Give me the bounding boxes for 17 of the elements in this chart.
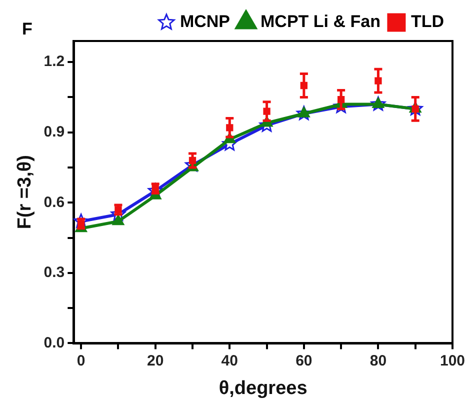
legend-label: MCPT Li & Fan <box>260 12 380 32</box>
legend-label: MCNP <box>180 12 230 32</box>
y-tick-label: 1.2 <box>44 53 65 70</box>
x-tick-label: 20 <box>147 352 164 370</box>
x-tick-label: 0 <box>76 352 86 370</box>
y-tick-label: 0.9 <box>44 124 65 141</box>
x-tick-label: 60 <box>296 352 312 370</box>
legend-label: TLD <box>410 12 444 32</box>
x-tick-label: 80 <box>370 352 387 370</box>
text: F <box>22 20 32 39</box>
x-tick-label: 100 <box>440 352 465 370</box>
text: 0.0 <box>44 334 65 352</box>
x-tick-label: 40 <box>221 352 238 370</box>
y-tick-label: 0.3 <box>44 264 65 282</box>
x-axis-title: θ,degrees <box>218 378 308 399</box>
y-tick-label: 0.6 <box>44 194 65 211</box>
y-axis-title: F(r =3,θ) <box>14 155 36 230</box>
